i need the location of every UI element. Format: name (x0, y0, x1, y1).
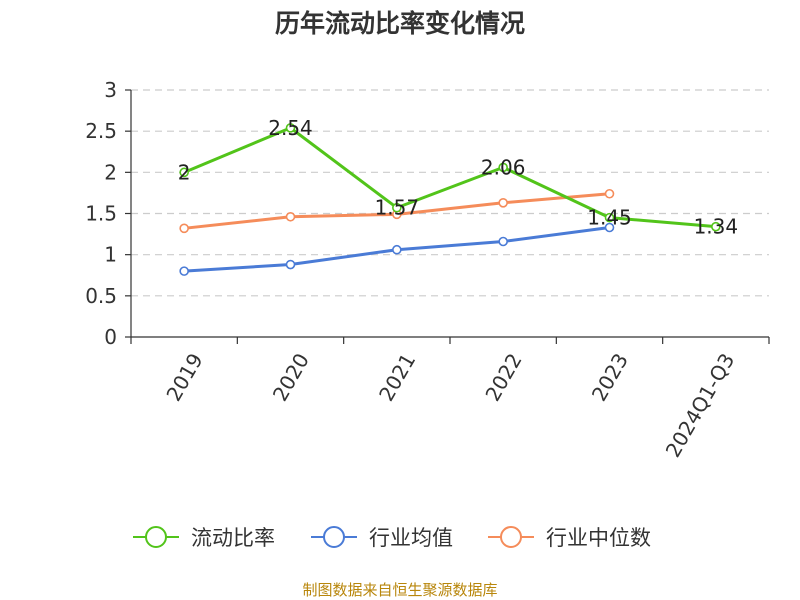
x-tick-label: 2023 (587, 349, 633, 405)
data-point (392, 244, 402, 255)
chart-title: 历年流动比率变化情况 (275, 9, 525, 38)
y-tick-label: 1.5 (85, 202, 117, 226)
legend-marker (323, 526, 345, 548)
data-labels: 2 2.54 1.57 2.06 1.45 1.34 (178, 116, 738, 239)
data-point (604, 212, 615, 223)
legend-item-0[interactable]: 流动比率 (133, 526, 275, 550)
data-point (498, 236, 508, 247)
data-label: 1.34 (694, 215, 739, 239)
data-point (604, 188, 615, 199)
x-tick-label: 2019 (161, 349, 207, 405)
data-label: 2.06 (481, 155, 526, 179)
legend: 流动比率 行业均值 行业中位数 (133, 526, 651, 550)
data-point (498, 162, 508, 173)
data-point (285, 259, 296, 270)
x-tick-label: 2022 (480, 349, 526, 405)
data-point (179, 223, 189, 234)
legend-label: 流动比率 (191, 526, 275, 550)
y-tick-label: 3 (104, 78, 117, 102)
gridlines (131, 89, 769, 297)
data-point (711, 221, 721, 232)
series-lines (179, 123, 721, 276)
data-label: 2 (178, 160, 191, 184)
legend-item-1[interactable]: 行业均值 (311, 526, 453, 550)
y-tick-label: 0.5 (85, 284, 117, 308)
legend-label: 行业中位数 (546, 526, 651, 550)
y-tick-label: 0 (104, 325, 117, 349)
x-tick-label: 2020 (268, 349, 314, 405)
legend-label: 行业均值 (369, 526, 453, 550)
data-label: 2.54 (268, 116, 313, 140)
y-tick-label: 2 (104, 160, 117, 184)
data-point (285, 123, 296, 133)
x-tick-label: 2021 (374, 349, 420, 405)
y-tick-label: 2.5 (85, 119, 117, 143)
legend-item-2[interactable]: 行业中位数 (488, 526, 651, 550)
legend-marker (500, 526, 522, 548)
data-label: 1.45 (587, 206, 632, 230)
y-tick-label: 1 (104, 243, 117, 267)
x-tick-label: 2024Q1-Q3 (661, 349, 740, 461)
data-label: 1.57 (375, 196, 420, 220)
data-point (392, 202, 402, 213)
data-point (179, 167, 189, 178)
source-note: 制图数据来自恒生聚源数据库 (302, 581, 497, 599)
data-point (498, 197, 508, 208)
legend-marker (145, 526, 167, 548)
data-point (179, 266, 189, 276)
series-line-0 (182, 126, 718, 229)
data-point (604, 222, 615, 233)
data-point (285, 211, 296, 222)
